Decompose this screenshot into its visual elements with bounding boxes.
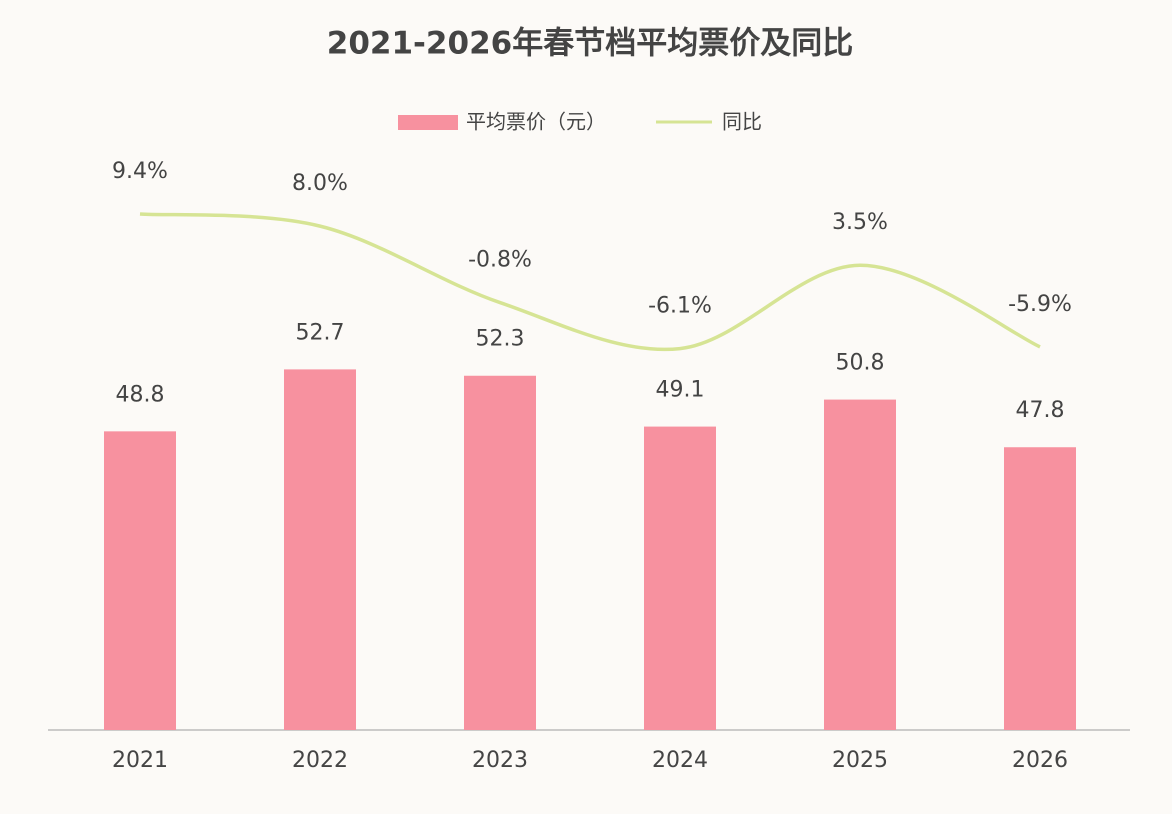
bar-value-label: 49.1 <box>656 378 705 403</box>
bar <box>644 426 716 730</box>
x-tick-label: 2022 <box>292 748 348 773</box>
legend-label: 平均票价（元） <box>466 110 606 134</box>
legend-swatch <box>398 115 458 130</box>
line-value-label: -6.1% <box>648 294 712 319</box>
bar-value-label: 52.7 <box>296 320 345 345</box>
bar-value-label: 52.3 <box>476 327 525 352</box>
bar <box>1004 447 1076 730</box>
bar <box>104 431 176 730</box>
x-tick-label: 2025 <box>832 748 888 773</box>
bar <box>464 375 536 730</box>
x-tick-label: 2021 <box>112 748 168 773</box>
x-tick-label: 2026 <box>1012 748 1068 773</box>
line <box>139 212 1041 352</box>
line-value-label: 3.5% <box>832 210 888 235</box>
bar-value-label: 47.8 <box>1016 398 1065 423</box>
line-value-label: 8.0% <box>292 171 348 196</box>
line-value-label: -5.9% <box>1008 292 1072 317</box>
legend-label: 同比 <box>722 110 762 134</box>
bar-value-label: 48.8 <box>116 382 165 407</box>
line-value-label: 9.4% <box>112 159 168 184</box>
x-tick-label: 2023 <box>472 748 528 773</box>
x-tick-label: 2024 <box>652 748 708 773</box>
bar-value-label: 50.8 <box>836 351 885 376</box>
bar <box>284 369 356 730</box>
line-value-label: -0.8% <box>468 248 532 273</box>
bar <box>824 399 896 730</box>
chart-title: 2021-2026年春节档平均票价及同比 <box>327 26 853 62</box>
